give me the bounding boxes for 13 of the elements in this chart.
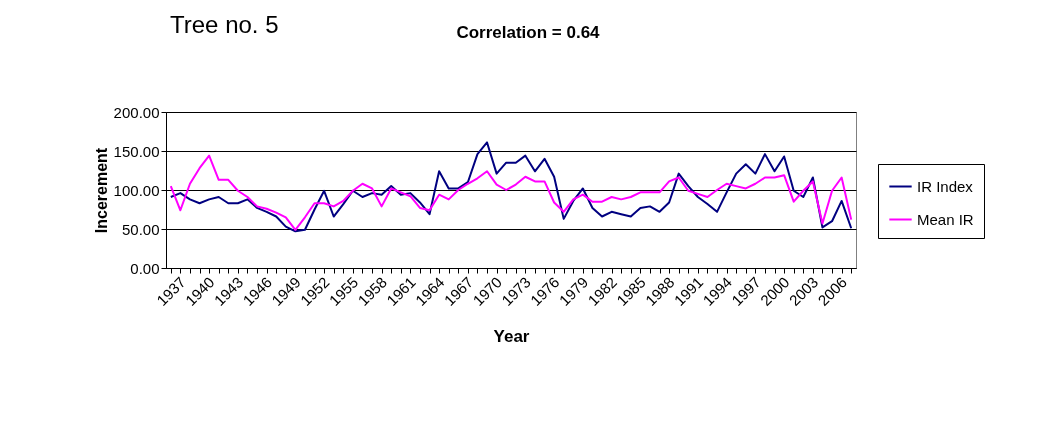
line-series <box>169 141 853 233</box>
legend-label: Mean IR <box>917 210 974 228</box>
y-tick-label: 100.00 <box>113 181 160 199</box>
chart-subtitle: Correlation = 0.64 <box>456 23 601 42</box>
chart-title: Tree no. 5 <box>170 11 279 38</box>
legend-label: IR Index <box>917 177 974 195</box>
y-tick-label: 150.00 <box>113 142 160 160</box>
y-tick-label: 200.00 <box>113 103 160 121</box>
y-tick-label: 50.00 <box>121 220 160 238</box>
line-series <box>169 154 853 231</box>
x-axis-title: Year <box>493 326 530 346</box>
y-axis-title: Incerement <box>92 147 110 234</box>
y-tick-label: 0.00 <box>130 259 160 277</box>
